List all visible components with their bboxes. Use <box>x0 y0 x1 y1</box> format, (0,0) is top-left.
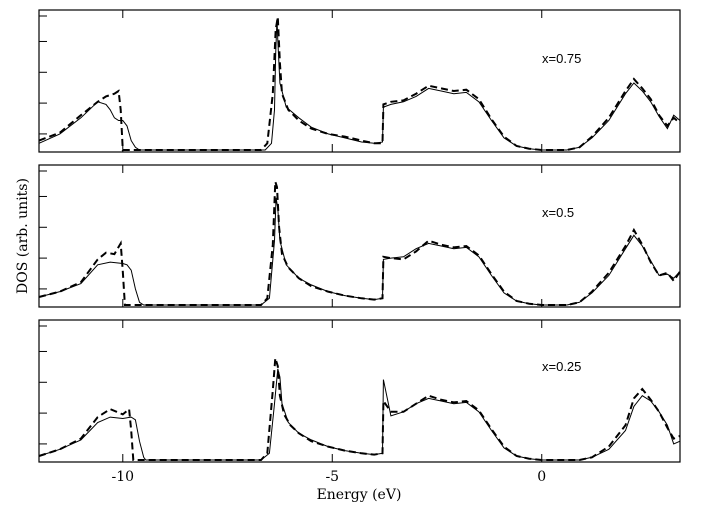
panel-bottom-solid-series <box>38 368 681 461</box>
x-tick-label: 0 <box>537 469 546 485</box>
panel-middle-dashed-series <box>38 181 681 306</box>
panel-top-ticks <box>39 10 543 152</box>
x-tick-labels: -10 -5 0 <box>112 469 547 485</box>
panel-middle-ticks <box>39 165 543 307</box>
x-tick-label: -10 <box>112 469 135 485</box>
panel-bottom-ticks <box>39 320 543 462</box>
panel-top-frame <box>38 9 681 153</box>
x-axis-label: Energy (eV) <box>317 487 402 503</box>
panel-top-solid-series <box>38 18 681 151</box>
panel-middle-frame <box>38 164 681 308</box>
panel-bottom-label: x=0.25 <box>542 359 581 374</box>
panel-bottom-frame <box>38 319 681 463</box>
panel-bottom-dashed-series <box>38 357 681 461</box>
panel-top: x=0.75 <box>38 9 681 153</box>
panel-top-dashed-series <box>38 17 681 151</box>
panel-middle-solid-series <box>38 197 681 306</box>
y-axis-label: DOS (arb. units) <box>15 178 31 294</box>
panel-middle: x=0.5 <box>38 164 681 308</box>
panel-middle-label: x=0.5 <box>542 205 574 220</box>
panel-bottom: x=0.25 <box>38 319 681 463</box>
x-tick-label: -5 <box>325 469 339 485</box>
panel-top-label: x=0.75 <box>542 51 581 66</box>
